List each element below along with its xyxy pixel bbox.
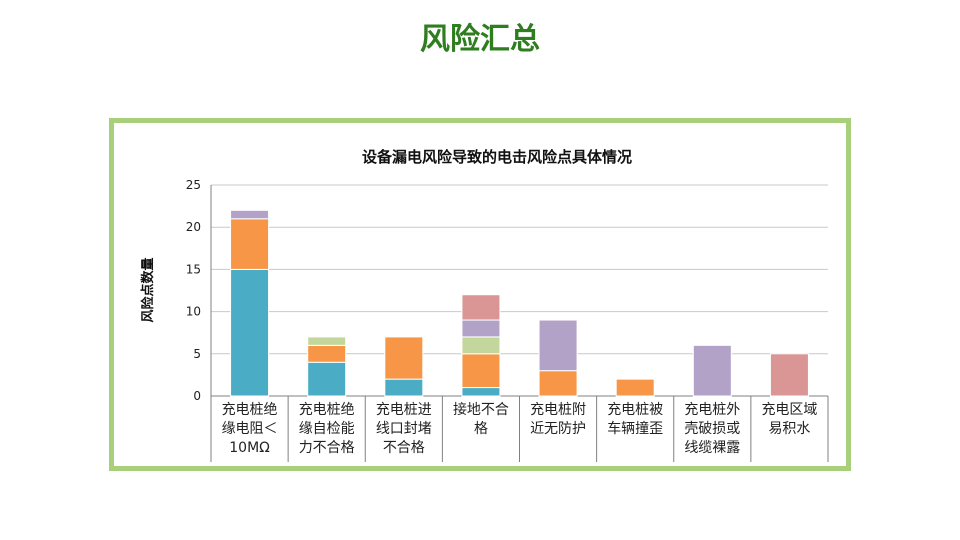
y-axis-label: 风险点数量 bbox=[140, 257, 156, 322]
bar-segment-series-1 bbox=[307, 361, 347, 397]
x-tick-label: 充电桩被车辆撞歪 bbox=[607, 402, 664, 437]
bar-segment-series-2 bbox=[384, 336, 424, 380]
bar-segment-series-1 bbox=[230, 268, 270, 397]
bar-segment-series-3 bbox=[307, 336, 347, 346]
bar-segment-series-2 bbox=[615, 378, 655, 397]
bar-segment-series-2 bbox=[538, 370, 578, 397]
bar-segment-series-4 bbox=[538, 319, 578, 372]
bar-segment-series-5 bbox=[461, 294, 501, 321]
y-tick-label: 5 bbox=[193, 347, 201, 361]
y-tick-label: 25 bbox=[186, 178, 201, 192]
bar-segment-series-1 bbox=[384, 378, 424, 397]
y-tick-label: 10 bbox=[186, 305, 201, 319]
bar-segment-series-1 bbox=[461, 387, 501, 397]
bar-segment-series-4 bbox=[692, 344, 732, 397]
bar-segment-series-4 bbox=[461, 319, 501, 338]
chart-title: 设备漏电风险导致的电击风险点具体情况 bbox=[362, 148, 632, 166]
bar-segment-series-5 bbox=[769, 353, 809, 397]
bar-segment-series-2 bbox=[230, 218, 270, 270]
bar-segment-series-4 bbox=[230, 209, 270, 220]
x-tick-label: 接地不合格 bbox=[452, 402, 509, 437]
bar-segment-series-3 bbox=[461, 336, 501, 355]
x-tick-label: 充电桩外壳破损或线缆裸露 bbox=[684, 402, 741, 456]
bar-segment-series-2 bbox=[307, 344, 347, 363]
y-tick-label: 15 bbox=[186, 262, 201, 276]
x-tick-label: 充电区域易积水 bbox=[761, 402, 818, 437]
x-tick-label: 充电桩进线口封堵不合格 bbox=[375, 402, 432, 456]
x-tick-label: 充电桩绝缘电阻＜10MΩ bbox=[221, 402, 278, 456]
x-tick-label: 充电桩绝缘自检能力不合格 bbox=[298, 402, 355, 456]
y-tick-label: 0 bbox=[193, 389, 201, 403]
x-tick-label: 充电桩附近无防护 bbox=[530, 402, 587, 437]
page-title: 风险汇总 bbox=[420, 22, 540, 57]
y-tick-label: 20 bbox=[186, 220, 201, 234]
bar-segment-series-2 bbox=[461, 353, 501, 389]
